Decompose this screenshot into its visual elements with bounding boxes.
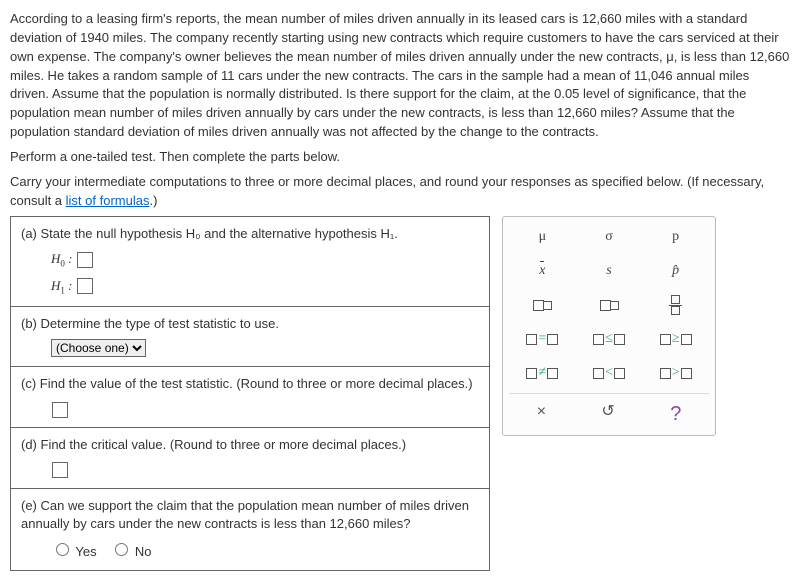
critical-value-input[interactable] bbox=[52, 462, 68, 478]
clear-icon[interactable]: × bbox=[537, 400, 546, 429]
sym-sigma[interactable]: σ bbox=[576, 223, 643, 251]
part-d: (d) Find the critical value. (Round to t… bbox=[11, 427, 490, 488]
part-b-prompt: Determine the type of test statistic to … bbox=[41, 316, 279, 331]
sym-phat[interactable]: p̂ bbox=[642, 257, 709, 285]
sym-le[interactable]: ≤ bbox=[576, 325, 643, 353]
yes-option[interactable]: Yes bbox=[51, 544, 97, 559]
part-a: (a) State the null hypothesis H₀ and the… bbox=[11, 217, 490, 306]
sym-lt[interactable]: < bbox=[576, 359, 643, 387]
h0-label: H0 : bbox=[51, 251, 72, 266]
answers-table: (a) State the null hypothesis H₀ and the… bbox=[10, 216, 490, 571]
p3-post: .) bbox=[149, 193, 157, 208]
test-stat-input[interactable] bbox=[52, 402, 68, 418]
no-option[interactable]: No bbox=[110, 544, 151, 559]
sym-p[interactable]: p bbox=[642, 223, 709, 251]
sym-eq[interactable]: = bbox=[509, 325, 576, 353]
part-d-prompt: Find the critical value. (Round to three… bbox=[41, 437, 407, 452]
no-label: No bbox=[135, 544, 152, 559]
help-icon[interactable]: ? bbox=[670, 400, 681, 429]
h1-input[interactable] bbox=[77, 278, 93, 294]
symbol-palette: μ σ p x s p̂ = ≤ ≥ ≠ < > × ↺ ? bbox=[502, 216, 716, 436]
sym-power[interactable] bbox=[509, 291, 576, 319]
reset-icon[interactable]: ↺ bbox=[601, 400, 614, 429]
part-c: (c) Find the value of the test statistic… bbox=[11, 367, 490, 428]
formulas-link[interactable]: list of formulas bbox=[66, 193, 150, 208]
sym-subscript[interactable] bbox=[576, 291, 643, 319]
problem-paragraph-3: Carry your intermediate computations to … bbox=[10, 173, 790, 211]
sym-ge[interactable]: ≥ bbox=[642, 325, 709, 353]
sym-s[interactable]: s bbox=[576, 257, 643, 285]
sym-mu[interactable]: μ bbox=[509, 223, 576, 251]
problem-paragraph-1: According to a leasing firm's reports, t… bbox=[10, 10, 790, 142]
h1-label: H1 : bbox=[51, 278, 72, 293]
test-statistic-select[interactable]: (Choose one) bbox=[51, 339, 146, 357]
part-a-prompt: State the null hypothesis H₀ and the alt… bbox=[41, 226, 398, 241]
part-e: (e) Can we support the claim that the po… bbox=[11, 488, 490, 571]
problem-paragraph-2: Perform a one-tailed test. Then complete… bbox=[10, 148, 790, 167]
sym-fraction[interactable] bbox=[642, 291, 709, 319]
part-b: (b) Determine the type of test statistic… bbox=[11, 306, 490, 367]
part-e-prompt: Can we support the claim that the popula… bbox=[21, 498, 469, 532]
sym-ne[interactable]: ≠ bbox=[509, 359, 576, 387]
part-c-prompt: Find the value of the test statistic. (R… bbox=[40, 376, 473, 391]
yes-label: Yes bbox=[75, 544, 96, 559]
sym-gt[interactable]: > bbox=[642, 359, 709, 387]
h0-input[interactable] bbox=[77, 252, 93, 268]
sym-xbar[interactable]: x bbox=[509, 257, 576, 285]
